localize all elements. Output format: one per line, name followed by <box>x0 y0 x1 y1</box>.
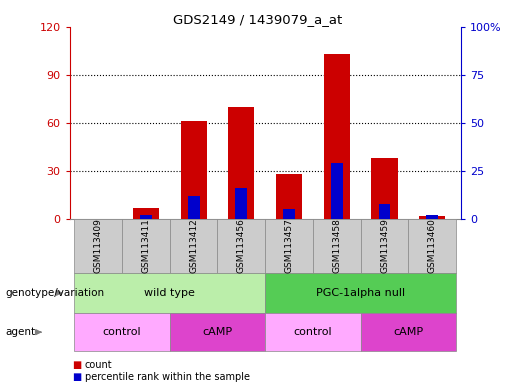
Text: agent: agent <box>5 327 35 337</box>
Bar <box>235 188 247 219</box>
Bar <box>379 204 390 219</box>
Text: GSM113409: GSM113409 <box>94 218 102 273</box>
Text: GSM113458: GSM113458 <box>332 218 341 273</box>
Bar <box>331 163 342 219</box>
Bar <box>324 54 350 219</box>
Bar <box>228 107 254 219</box>
Bar <box>188 196 199 219</box>
Text: GSM113459: GSM113459 <box>380 218 389 273</box>
Text: cAMP: cAMP <box>393 327 423 337</box>
Text: GSM113411: GSM113411 <box>142 218 150 273</box>
Text: GSM113460: GSM113460 <box>428 218 437 273</box>
Bar <box>140 215 152 219</box>
Bar <box>180 121 207 219</box>
Bar <box>371 158 398 219</box>
Text: ■: ■ <box>72 372 81 382</box>
Text: percentile rank within the sample: percentile rank within the sample <box>85 372 250 382</box>
Text: PGC-1alpha null: PGC-1alpha null <box>316 288 405 298</box>
Text: count: count <box>85 360 113 370</box>
Bar <box>419 216 445 219</box>
Bar <box>283 209 295 219</box>
Bar <box>426 215 438 219</box>
Text: wild type: wild type <box>144 288 195 298</box>
Text: genotype/variation: genotype/variation <box>5 288 104 298</box>
Bar <box>276 174 302 219</box>
Bar <box>133 208 159 219</box>
Text: control: control <box>294 327 332 337</box>
Text: cAMP: cAMP <box>202 327 233 337</box>
Text: GSM113457: GSM113457 <box>285 218 294 273</box>
Text: control: control <box>102 327 141 337</box>
Text: ■: ■ <box>72 360 81 370</box>
Text: GSM113412: GSM113412 <box>189 218 198 273</box>
Text: GSM113456: GSM113456 <box>237 218 246 273</box>
Text: GDS2149 / 1439079_a_at: GDS2149 / 1439079_a_at <box>173 13 342 26</box>
